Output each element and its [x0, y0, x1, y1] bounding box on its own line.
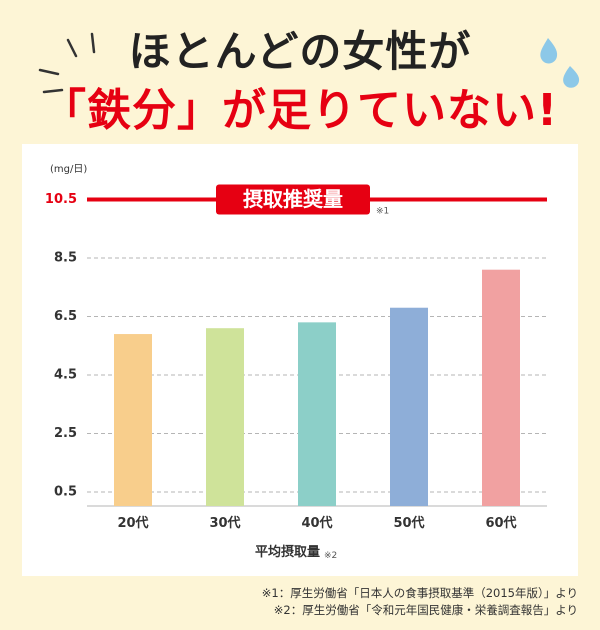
y-tick-label: 0.5: [54, 485, 77, 500]
x-tick-label: 40代: [301, 515, 332, 531]
y-unit-label: (mg/日): [50, 164, 87, 175]
bars: [114, 269, 520, 506]
bar-3: [390, 307, 428, 506]
x-tick-labels: 20代 30代 40代 50代 60代: [117, 515, 516, 531]
reference-line-group: 10.5 摂取推奨量 ※1: [45, 184, 547, 217]
headline-line2: 「鉄分」が足りていない!: [41, 85, 559, 136]
chart-panel: (mg/日) 0.5 2.5 4.5 6.5 8.5 20代 30代 40代 50代 60代 1…: [22, 144, 578, 576]
x-tick-label: 20代: [117, 515, 148, 531]
sweat-drops-icon: [540, 38, 580, 88]
x-tick-label: 30代: [209, 515, 240, 531]
emphasis-lines-icon: [38, 32, 96, 94]
reference-line-label: 摂取推奨量: [243, 187, 343, 211]
footnote-2: ※2：厚生労働省「令和元年国民健康・栄養調査報告」より: [273, 603, 578, 617]
x-tick-label: 50代: [393, 515, 424, 531]
x-tick-label: 60代: [485, 515, 516, 531]
y-tick-label: 8.5: [54, 251, 77, 266]
reference-line-value: 10.5: [45, 192, 77, 207]
bar-4: [482, 269, 520, 506]
y-tick-label: 4.5: [54, 368, 77, 383]
bar-chart: (mg/日) 0.5 2.5 4.5 6.5 8.5 20代 30代 40代 50代 60代 1…: [45, 164, 547, 561]
bar-2: [298, 322, 336, 506]
decoration: [38, 32, 580, 94]
bar-1: [206, 328, 244, 506]
reference-line-note: ※1: [376, 207, 389, 217]
headline-line1: ほとんどの女性が: [128, 27, 472, 76]
y-tick-labels: 0.5 2.5 4.5 6.5 8.5: [54, 251, 77, 500]
footnote-1: ※1：厚生労働省「日本人の食事摂取基準（2015年版）」より: [261, 586, 578, 600]
footnotes: ※1：厚生労働省「日本人の食事摂取基準（2015年版）」より ※2：厚生労働省「…: [262, 585, 578, 619]
y-tick-label: 2.5: [54, 426, 77, 441]
x-axis-label-note: ※2: [324, 551, 337, 561]
headline: ほとんどの女性が 「鉄分」が足りていない!: [0, 0, 600, 136]
bar-0: [114, 334, 152, 506]
y-tick-label: 6.5: [54, 309, 77, 324]
x-axis-label: 平均摂取量: [255, 544, 320, 560]
reference-label-box: [216, 184, 370, 215]
